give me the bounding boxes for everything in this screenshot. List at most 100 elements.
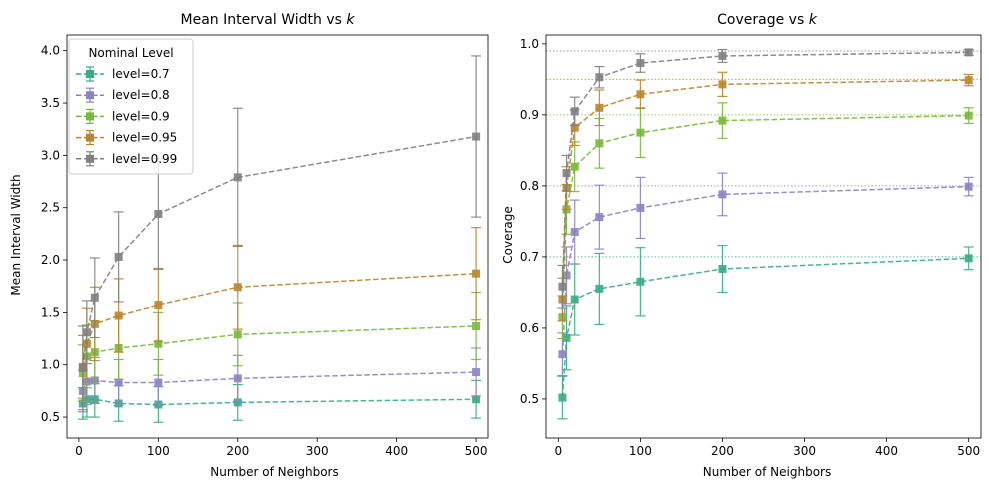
- legend-marker: [86, 154, 94, 163]
- data-point: [595, 139, 604, 148]
- coverage-chart-ylabel: Coverage: [501, 206, 515, 264]
- width-chart-panel: Mean Interval Width vs k Number of Neigh…: [9, 12, 489, 479]
- legend-marker: [86, 112, 94, 121]
- x-tick-label: 500: [957, 444, 980, 458]
- legend-label: level=0.9: [112, 109, 170, 123]
- x-tick-label: 200: [711, 444, 734, 458]
- x-tick-label: 0: [75, 444, 83, 458]
- legend-item: level=0.9: [76, 108, 170, 125]
- data-point: [570, 228, 579, 237]
- data-point: [636, 277, 645, 286]
- y-tick-label: 0.5: [41, 410, 60, 424]
- legend-item: level=0.99: [76, 151, 177, 167]
- legend-label: level=0.95: [112, 131, 177, 145]
- data-point: [718, 116, 727, 125]
- data-point: [964, 111, 973, 120]
- data-point: [570, 107, 579, 116]
- y-tick-label: 0.6: [520, 321, 539, 335]
- data-point: [114, 252, 123, 261]
- data-point: [718, 264, 727, 273]
- data-point: [558, 282, 567, 291]
- legend: Nominal Level level=0.7 level=0.8 level=0.9…: [68, 38, 194, 175]
- legend-title: Nominal Level: [88, 46, 173, 60]
- legend-item: level=0.8: [76, 87, 170, 103]
- data-point: [154, 339, 163, 348]
- y-tick-label: 1.0: [520, 37, 539, 51]
- data-point: [636, 59, 645, 68]
- data-point: [595, 73, 604, 82]
- data-point: [636, 128, 645, 137]
- data-point: [472, 321, 481, 330]
- legend-marker: [86, 70, 94, 78]
- legend-marker: [86, 133, 94, 142]
- legend-item: level=0.7: [76, 66, 170, 82]
- data-point: [562, 271, 571, 280]
- x-tick-label: 300: [306, 444, 329, 458]
- width-chart-title: Mean Interval Width vs k: [181, 12, 356, 28]
- y-tick-label: 2.0: [41, 253, 60, 267]
- data-point: [233, 283, 242, 292]
- y-tick-label: 2.5: [41, 201, 60, 215]
- data-point: [570, 162, 579, 171]
- x-tick-label: 300: [793, 444, 816, 458]
- data-point: [964, 76, 973, 85]
- data-point: [233, 330, 242, 339]
- data-point: [233, 173, 242, 182]
- y-tick-label: 1.0: [41, 358, 60, 372]
- x-tick-label: 100: [629, 444, 652, 458]
- x-tick-label: 400: [875, 444, 898, 458]
- y-tick-label: 4.0: [41, 44, 60, 58]
- width-plot-frame: [66, 34, 489, 439]
- x-tick-label: 500: [465, 444, 488, 458]
- data-point: [595, 284, 604, 293]
- data-point: [90, 293, 99, 302]
- data-point: [78, 363, 87, 372]
- coverage-chart-panel: Coverage vs k Number of Neighbors Covera…: [501, 12, 982, 479]
- data-point: [472, 132, 481, 141]
- legend-label: level=0.8: [112, 88, 170, 102]
- y-tick-label: 3.5: [41, 96, 60, 110]
- y-tick-label: 0.5: [520, 392, 539, 406]
- coverage-series-level-0_99: [557, 48, 974, 309]
- data-point: [114, 311, 123, 320]
- data-point: [154, 209, 163, 218]
- data-point: [114, 378, 123, 387]
- coverage-series-level-0_7: [557, 244, 974, 420]
- data-point: [562, 333, 571, 342]
- data-point: [636, 90, 645, 99]
- data-point: [595, 213, 604, 222]
- y-tick-label: 0.9: [520, 108, 539, 122]
- data-point: [558, 350, 567, 359]
- data-point: [636, 203, 645, 212]
- coverage-series-level-0_8: [557, 172, 974, 377]
- data-point: [718, 80, 727, 89]
- data-point: [595, 103, 604, 112]
- data-point: [233, 398, 242, 407]
- legend-label: level=0.99: [112, 152, 177, 166]
- data-point: [154, 301, 163, 310]
- y-tick-label: 3.0: [41, 148, 60, 162]
- x-tick-label: 100: [147, 444, 170, 458]
- data-point: [472, 269, 481, 278]
- data-point: [562, 169, 571, 178]
- data-point: [570, 123, 579, 132]
- y-tick-label: 0.7: [520, 250, 539, 264]
- x-tick-label: 200: [226, 444, 249, 458]
- data-point: [570, 295, 579, 304]
- coverage-chart-xlabel: Number of Neighbors: [703, 465, 831, 479]
- width-chart-xlabel: Number of Neighbors: [210, 465, 338, 479]
- legend-label: level=0.7: [112, 67, 170, 81]
- y-tick-label: 0.8: [520, 179, 539, 193]
- data-point: [964, 254, 973, 263]
- x-tick-label: 0: [554, 444, 562, 458]
- data-point: [233, 374, 242, 383]
- coverage-chart-title: Coverage vs k: [717, 12, 818, 28]
- data-point: [82, 328, 91, 337]
- coverage-plot-frame: [545, 34, 982, 439]
- width-chart-ylabel: Mean Interval Width: [9, 174, 23, 295]
- legend-item: level=0.95: [76, 130, 177, 146]
- data-point: [718, 190, 727, 199]
- legend-box: [68, 38, 194, 175]
- data-point: [472, 368, 481, 377]
